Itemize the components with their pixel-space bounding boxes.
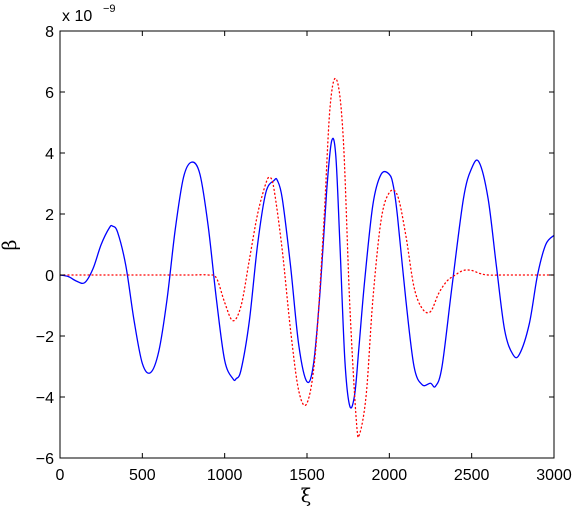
- y-multiplier-label: x 10: [62, 8, 92, 25]
- x-tick-label: 3000: [536, 467, 572, 484]
- axes: 0 500 1000 1500 2000 2500 3000 −6 −4 −2 0 2 4 6 8: [36, 24, 572, 484]
- x-tick-label: 1000: [207, 467, 243, 484]
- y-tick-label: 0: [45, 268, 54, 285]
- y-tick-label: −4: [36, 390, 54, 407]
- series-dotted-line: [60, 77, 554, 439]
- plot-area: [60, 77, 554, 439]
- x-tick-label: 1500: [289, 467, 325, 484]
- y-tick-label: −2: [36, 329, 54, 346]
- x-tick-label: 2500: [454, 467, 490, 484]
- x-tick-label: 2000: [372, 467, 408, 484]
- x-tick-label: 0: [56, 467, 65, 484]
- y-tick-label: 4: [45, 146, 54, 163]
- y-tick-label: 8: [45, 24, 54, 41]
- y-multiplier-exponent: −9: [103, 3, 116, 15]
- y-axis-label: β: [0, 239, 21, 250]
- x-axis-label: ξ: [301, 485, 311, 507]
- x-tick-label: 500: [129, 467, 156, 484]
- y-tick-label: 6: [45, 85, 54, 102]
- y-tick-label: 2: [45, 207, 54, 224]
- y-tick-label: −6: [36, 451, 54, 468]
